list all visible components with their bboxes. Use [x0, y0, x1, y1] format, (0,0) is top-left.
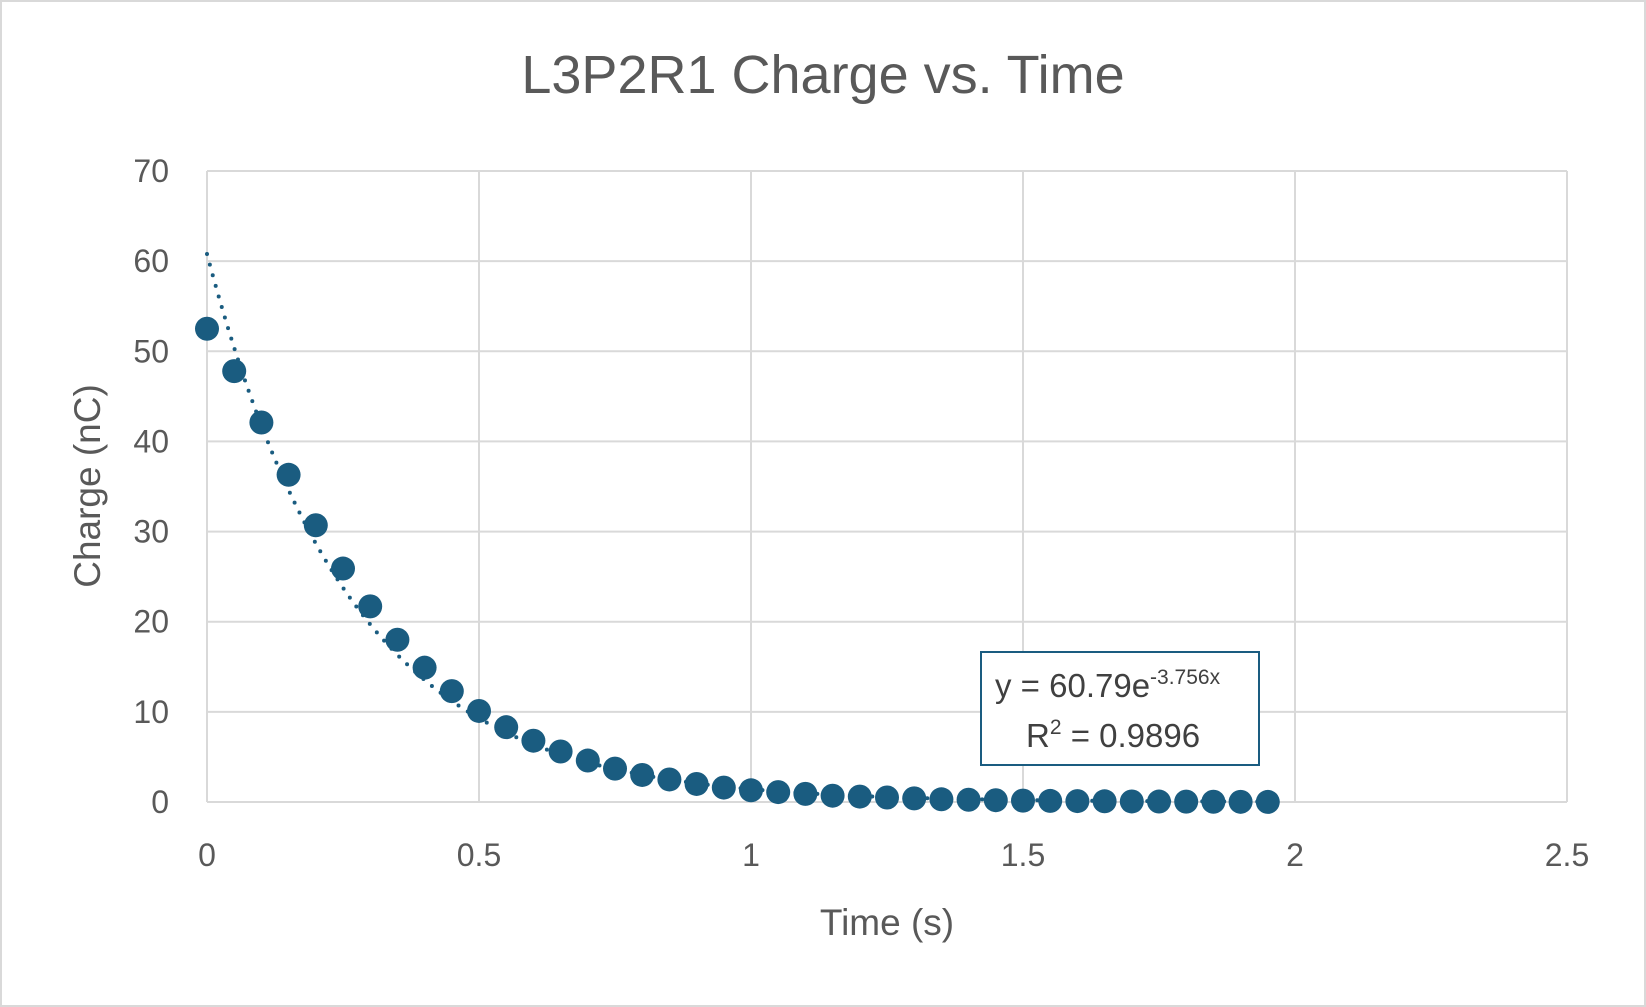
data-point [358, 594, 383, 619]
data-point [983, 788, 1008, 813]
trendline-equation: y = 60.79e-3.756x [995, 666, 1221, 704]
x-axis-label: Time (s) [820, 902, 954, 943]
data-point [1255, 789, 1280, 814]
y-tick-label: 70 [133, 153, 169, 189]
x-tick-label: 2.5 [1545, 837, 1589, 873]
trendline-r-squared: R2 = 0.9896 [1026, 716, 1200, 754]
data-point [630, 762, 655, 787]
x-tick-label: 2 [1286, 837, 1304, 873]
data-point [412, 655, 437, 680]
data-point [195, 316, 219, 341]
x-tick-label: 1 [742, 837, 760, 873]
data-point [603, 756, 627, 781]
chart-title: L3P2R1 Charge vs. Time [521, 45, 1124, 105]
data-point [575, 748, 600, 773]
data-points [195, 316, 1280, 814]
data-point [739, 778, 763, 803]
data-point [875, 785, 899, 810]
data-point [766, 780, 791, 805]
data-point [494, 715, 519, 740]
data-point [1228, 789, 1253, 814]
data-point [385, 627, 410, 652]
x-tick-label: 0 [198, 837, 216, 873]
data-point [657, 767, 682, 792]
data-point [521, 728, 546, 753]
data-point [331, 556, 355, 581]
trendline-equation-box: y = 60.79e-3.756x R2 = 0.9896 [980, 651, 1260, 766]
data-point [1092, 789, 1117, 814]
data-point [303, 513, 328, 538]
x-tick-label: 1.5 [1001, 837, 1045, 873]
data-point [222, 359, 247, 384]
y-tick-label: 10 [133, 694, 169, 730]
data-point [467, 698, 491, 723]
y-tick-label: 20 [133, 604, 169, 640]
data-point [249, 410, 274, 435]
data-point [548, 739, 573, 764]
data-point [902, 786, 927, 811]
exponential-trendline [205, 252, 1270, 804]
trendline-path [205, 252, 1270, 804]
y-tick-label: 60 [133, 243, 169, 279]
x-axis-ticks: 0 0.5 1 1.5 2 2.5 [198, 837, 1589, 873]
y-tick-label: 40 [133, 423, 169, 459]
y-axis-ticks: 0 10 20 30 40 50 60 70 [133, 153, 169, 820]
data-point [1147, 789, 1171, 814]
data-point [1201, 789, 1226, 814]
y-tick-label: 30 [133, 514, 169, 550]
x-tick-label: 0.5 [457, 837, 501, 873]
data-point [1011, 788, 1035, 813]
equation-box-border [980, 651, 1260, 766]
y-tick-label: 50 [133, 333, 169, 369]
data-point [1174, 789, 1199, 814]
data-point [1038, 788, 1063, 813]
gridlines [206, 170, 1568, 803]
y-tick-label: 0 [151, 784, 169, 820]
data-point [439, 679, 464, 704]
data-point [1065, 789, 1090, 814]
data-point [847, 784, 872, 809]
data-point [956, 787, 981, 812]
data-point [820, 783, 845, 808]
y-axis-label: Charge (nC) [67, 384, 108, 588]
data-point [793, 781, 818, 806]
data-point [1119, 789, 1144, 814]
data-point [929, 787, 954, 812]
data-point [711, 775, 736, 800]
data-point [276, 462, 301, 487]
data-point [684, 771, 709, 796]
